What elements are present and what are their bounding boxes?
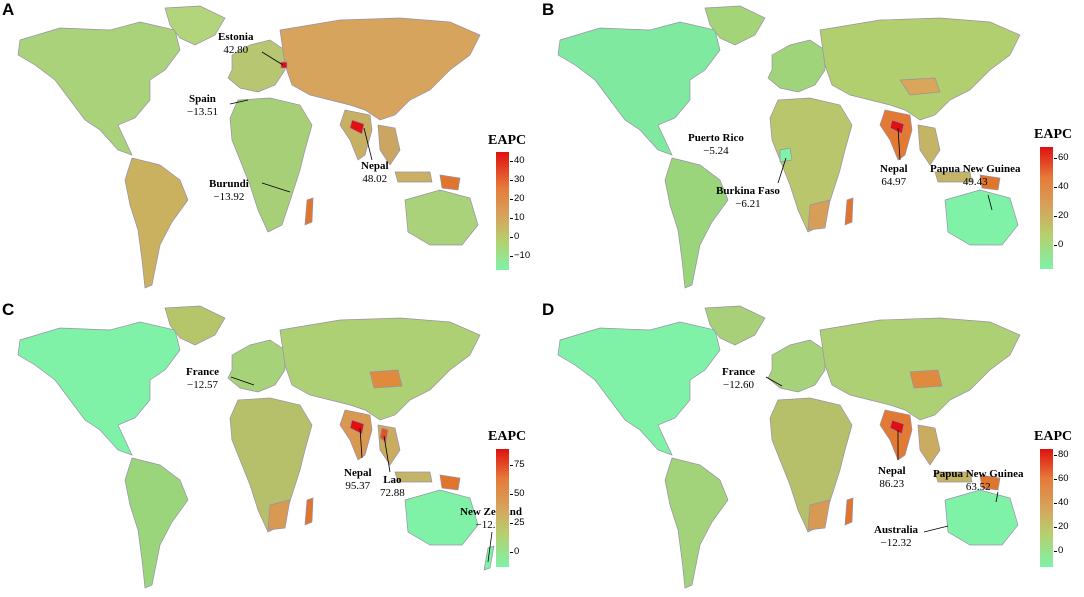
world-map-a [17,5,481,289]
legend-tick: 20 [510,193,525,204]
annotation-lao: Lao 72.88 [380,474,405,499]
annotation-france: France −12.60 [722,366,755,391]
legend-tick: 25 [510,517,525,528]
annotation-nepal: Nepal 64.97 [880,163,908,188]
madagascar-a [304,197,314,226]
annotation-australia: Australia −12.32 [874,524,918,549]
legend-colorbar-c [496,449,509,567]
legend-colorbar-b [1040,147,1053,269]
map-panel-d: D France −12.60 Nepa [540,300,1072,590]
legend-tick: 60 [1054,152,1069,163]
legend-tick: 40 [510,155,525,166]
map-panel-b: B Puerto Rico −5.24 [540,0,1072,290]
world-map-c [17,305,495,589]
world-map-b [557,5,1021,289]
panel-label-a: A [2,0,15,19]
annotation-nepal: Nepal 86.23 [878,465,906,490]
north-america-a [17,21,181,156]
south-america-a [124,157,189,289]
legend-tick: 80 [1054,449,1069,460]
world-map-d [557,305,1021,589]
leader-lines-a [229,51,373,193]
estonia-highlight-a [280,61,288,69]
panel-label-c: C [2,300,15,319]
annotation-spain: Spain −13.51 [187,93,218,118]
legend-tick: 20 [1054,521,1069,532]
indonesia-a [394,171,433,183]
legend-tick: 40 [1054,497,1069,508]
legend-tick: 60 [1054,473,1069,484]
annotation-france: France −12.57 [186,366,219,391]
panel-label-b: B [542,0,555,19]
panel-label-d: D [542,300,555,319]
nepal-highlight-a [349,119,365,135]
annotation-burkina-faso: Burkina Faso −6.21 [716,185,780,210]
india-a [339,109,373,161]
legend-title-b: EAPC [1034,127,1073,142]
legend-tick: 40 [1054,181,1069,192]
annotation-nepal: Nepal 95.37 [344,467,372,492]
southeast-asia-a [377,124,401,166]
legend-colorbar-a [496,152,509,270]
continents-a [17,5,481,289]
legend-tick: 0 [509,231,520,242]
asia-a [279,17,481,121]
africa-a [229,97,313,233]
annotation-puerto-rico: Puerto Rico −5.24 [688,132,744,157]
annotation-new-zealand: New Zealand −12.99 [460,506,523,531]
annotation-burundi: Burundi −13.92 [209,178,249,203]
legend-tick: 20 [1054,210,1069,221]
legend-colorbar-d [1040,449,1053,567]
legend-tick: 30 [510,174,525,185]
australia-a [404,189,479,246]
legend-tick: 75 [510,459,525,470]
png-a [439,174,461,191]
map-panel-a: A [0,0,532,290]
legend-tick: 0 [1053,239,1064,250]
legend-tick: 10 [510,212,525,223]
europe-a [227,39,286,93]
legend-title-c: EAPC [488,429,527,444]
annotation-papua-new-guinea: Papua New Guinea 49.43 [930,163,1021,188]
legend-tick: −10 [509,250,531,261]
map-panel-c: C France −12.57 [0,300,532,590]
annotation-nepal: Nepal 48.02 [361,160,389,185]
legend-title-d: EAPC [1034,429,1073,444]
legend-title-a: EAPC [488,133,527,148]
legend-tick: 50 [510,488,525,499]
legend-tick: 0 [509,546,520,557]
annotation-estonia: Estonia 42.80 [218,31,254,56]
annotation-papua-new-guinea: Papua New Guinea 63.52 [933,468,1024,493]
legend-tick: 0 [1053,545,1064,556]
greenland-a [164,5,226,46]
